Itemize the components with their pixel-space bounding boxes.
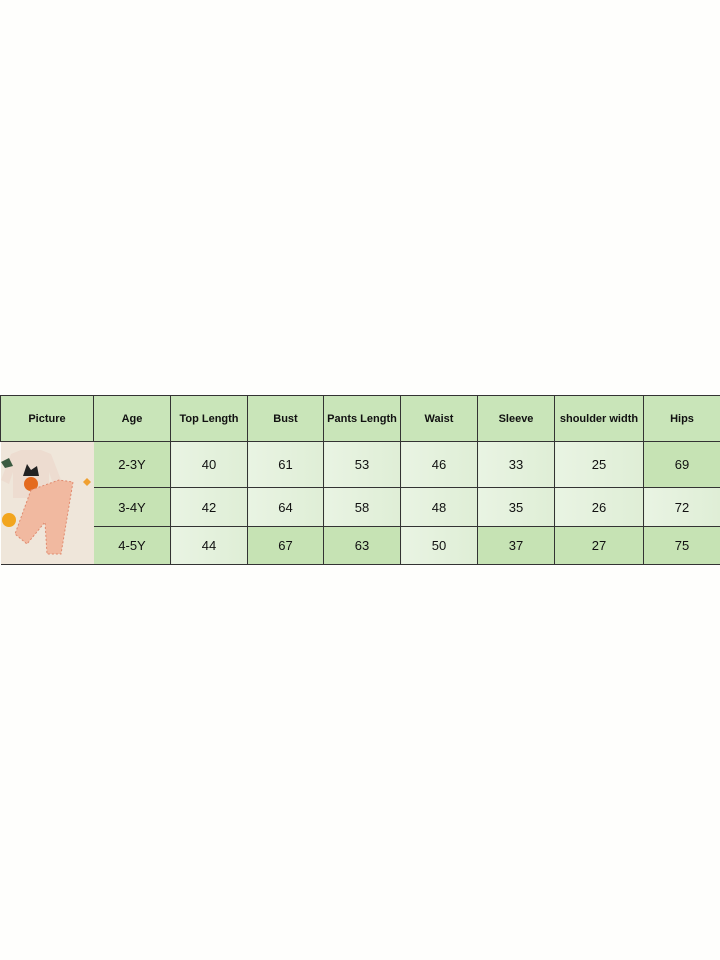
top-length-cell: 40 [170,440,248,489]
table-row: 2-3Y 40 61 53 46 33 25 69 [0,440,720,565]
hips-cell: 69 [643,440,720,489]
shoulder-width-cell: 25 [554,440,644,489]
bust-cell: 61 [247,440,324,489]
age-cell: 4-5Y [93,525,171,566]
header-row: Picture Age Top Length Bust Pants Length… [0,395,720,442]
waist-cell: 46 [400,440,478,489]
hips-cell: 75 [643,525,720,566]
header-age: Age [93,395,171,442]
size-chart-table: Picture Age Top Length Bust Pants Length… [0,395,720,566]
header-sleeve: Sleeve [477,395,555,442]
header-top-length: Top Length [170,395,248,442]
sleeve-cell: 35 [477,487,555,527]
header-pants-length: Pants Length [323,395,401,442]
header-shoulder-width: shoulder width [554,395,644,442]
sleeve-cell: 37 [477,525,555,566]
top-length-cell: 42 [170,487,248,527]
pants-length-cell: 58 [323,487,401,527]
shoulder-width-cell: 26 [554,487,644,527]
hips-cell: 72 [643,487,720,527]
age-cell: 2-3Y [93,440,171,489]
age-cell: 3-4Y [93,487,171,527]
pants-length-cell: 63 [323,525,401,566]
header-bust: Bust [247,395,324,442]
top-length-cell: 44 [170,525,248,566]
header-waist: Waist [400,395,478,442]
table-row: 3-4Y 42 64 58 48 35 26 72 [1,487,720,527]
waist-cell: 50 [400,525,478,566]
sleeve-cell: 33 [477,440,555,489]
table-row: 4-5Y 44 67 63 50 37 27 75 [1,525,720,566]
shoulder-width-cell: 27 [554,525,644,566]
pants-length-cell: 53 [323,440,401,489]
bust-cell: 67 [247,525,324,566]
bust-cell: 64 [247,487,324,527]
header-hips: Hips [643,395,720,442]
waist-cell: 48 [400,487,478,527]
header-picture: Picture [0,395,94,442]
product-photo-icon [0,441,94,565]
